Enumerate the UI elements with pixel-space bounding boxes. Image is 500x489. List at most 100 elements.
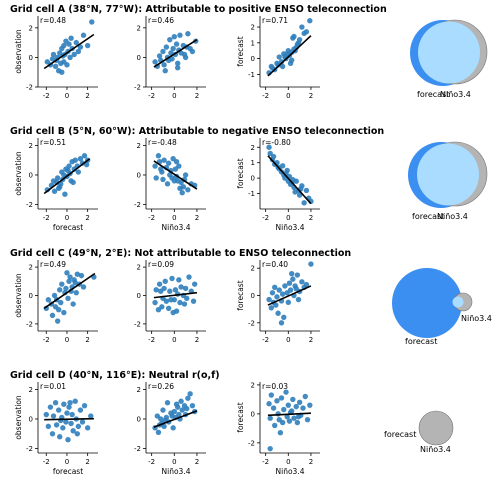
y-axis-label: forecast (236, 158, 245, 188)
regression-line (153, 160, 198, 190)
data-point (72, 280, 78, 286)
y-tick-label: 2 (251, 265, 255, 273)
data-point (68, 420, 74, 427)
data-point (185, 395, 191, 401)
data-point (181, 301, 188, 307)
correlation-label: r=0.26 (148, 382, 174, 391)
x-tick-label: 2 (195, 214, 199, 222)
data-point (277, 430, 284, 436)
panel-3-2: -2 0 2 -2 0 2 Niño3.4 forecast r=0.03 (236, 381, 320, 476)
panel-3-1: -2 0 2 -2 0 2 Niño3.4 r=0.26 (134, 382, 206, 476)
data-point (67, 400, 73, 406)
x-tick-label: 2 (195, 458, 199, 466)
data-point (155, 153, 162, 159)
data-point (57, 184, 63, 190)
data-point (170, 309, 176, 316)
data-point (165, 160, 172, 166)
data-point (286, 280, 293, 286)
data-point (163, 44, 170, 50)
y-tick-label: -2 (134, 201, 141, 209)
data-point (162, 68, 168, 74)
data-point (49, 312, 56, 319)
data-point (288, 57, 295, 63)
x-axis-label: forecast (53, 467, 83, 476)
data-point (279, 63, 286, 70)
y-tick-label: -1 (248, 71, 255, 79)
x-tick-label: 2 (195, 336, 199, 344)
data-point (52, 63, 59, 69)
venn-diagram-2: forecast Niño3.4 (392, 268, 492, 346)
data-point (155, 429, 162, 435)
venn-forecast-label: forecast (412, 212, 444, 221)
data-point (73, 289, 79, 296)
data-point (304, 416, 311, 423)
data-point (59, 281, 65, 287)
y-tick-label: 2 (29, 386, 33, 394)
correlation-label: r=0.51 (40, 138, 66, 147)
data-point (270, 153, 277, 160)
row-title: Grid cell B (5°N, 60°W): Attributable to… (10, 126, 384, 137)
data-point (57, 287, 63, 293)
x-tick-label: 2 (309, 214, 313, 222)
y-tick-label: 2 (251, 24, 255, 32)
data-point (75, 423, 82, 430)
data-point (59, 69, 65, 75)
data-point (61, 401, 67, 407)
data-point (267, 415, 273, 421)
data-point (178, 284, 184, 290)
data-point (308, 261, 314, 267)
regression-line (153, 38, 198, 68)
data-point (50, 413, 57, 419)
data-point (72, 157, 78, 163)
data-point (279, 163, 286, 169)
data-point (187, 391, 193, 397)
data-point (275, 62, 281, 68)
data-point (284, 167, 290, 174)
data-point (274, 398, 280, 404)
data-point (275, 310, 281, 316)
data-point (64, 270, 70, 276)
data-point (181, 51, 188, 58)
y-tick-label: -2 (134, 445, 141, 453)
data-point (285, 299, 292, 306)
data-point (165, 305, 172, 311)
panel-0-0: -2 0 2 -2 0 2 observation r=0.48 (14, 16, 98, 100)
y-tick-label: -2 (134, 320, 141, 328)
data-point (296, 36, 303, 43)
data-point (171, 408, 178, 415)
y-tick-label: -2 (248, 439, 255, 447)
data-point (81, 402, 88, 409)
data-point (173, 401, 180, 407)
row-title: Grid cell A (38°N, 77°W): Attributable t… (10, 4, 387, 15)
data-point (272, 284, 278, 291)
x-tick-label: -2 (262, 214, 269, 222)
y-tick-label: -2 (26, 320, 33, 328)
data-point (167, 288, 173, 294)
data-point (303, 29, 310, 35)
data-point (156, 53, 163, 59)
data-point (291, 415, 297, 421)
data-point (65, 436, 71, 443)
data-point (270, 405, 277, 411)
data-point (268, 305, 275, 311)
venn-nino-label: Niño3.4 (440, 90, 471, 99)
data-point (177, 32, 183, 38)
data-point (63, 419, 69, 425)
y-tick-label: 2 (137, 264, 141, 272)
data-point (273, 302, 279, 308)
data-point (152, 163, 158, 169)
data-point (77, 44, 84, 50)
data-point (281, 406, 287, 413)
x-tick-label: -2 (262, 92, 269, 100)
data-point (171, 34, 178, 40)
data-point (68, 35, 74, 41)
data-point (275, 411, 281, 417)
data-point (66, 404, 72, 410)
data-point (74, 431, 81, 437)
data-point (160, 48, 166, 55)
y-tick-label: 1 (251, 159, 255, 167)
data-point (294, 272, 301, 278)
data-point (75, 169, 82, 175)
correlation-label: r=0.01 (40, 382, 66, 391)
